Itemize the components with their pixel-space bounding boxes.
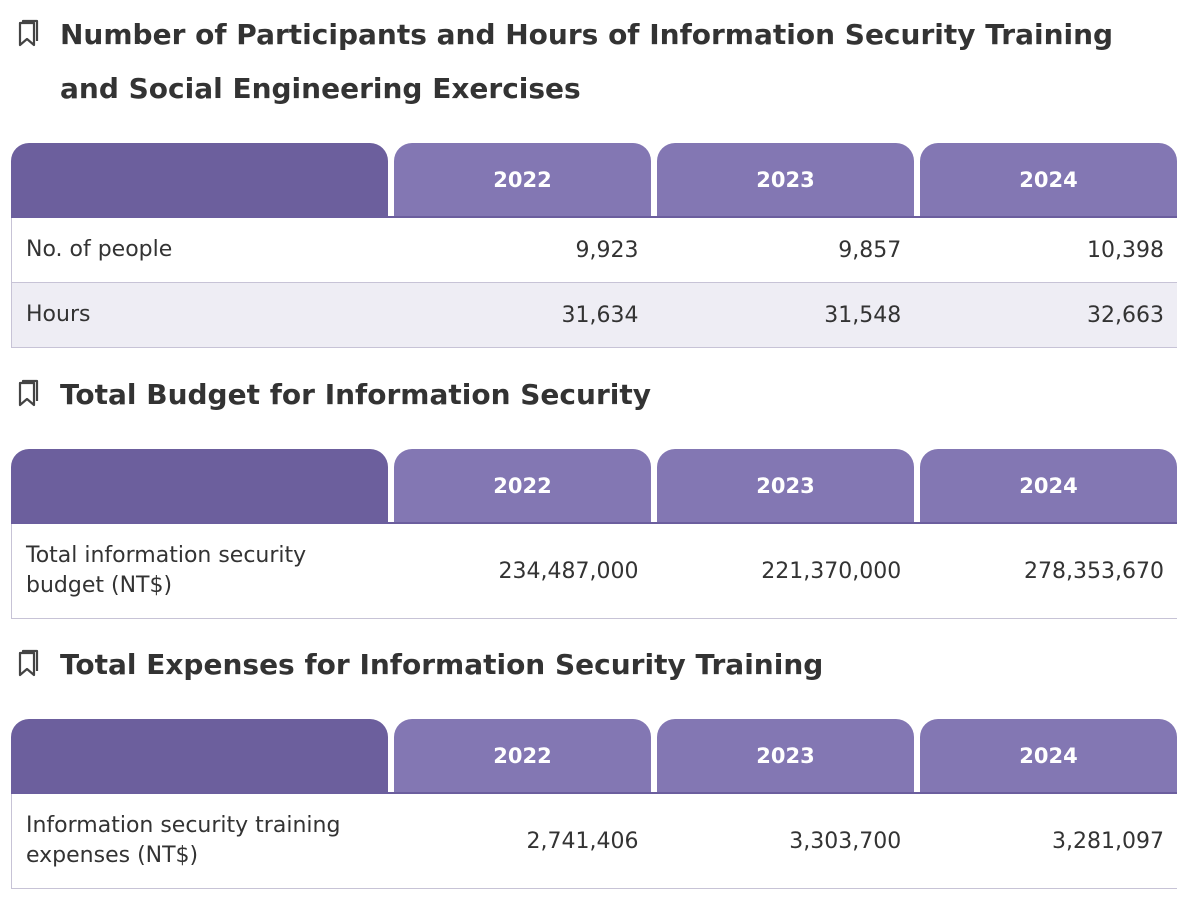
section-heading: Total Budget for Information Security (60, 378, 651, 411)
cell-value: 9,857 (838, 237, 902, 263)
cell-value: 31,634 (561, 302, 639, 328)
header-year-2023: 2023 (657, 719, 914, 792)
cell-value: 9,923 (575, 237, 639, 263)
row-label: Hours (26, 302, 91, 327)
cell-value: 10,398 (1087, 237, 1165, 263)
header-corner-cell (11, 719, 388, 792)
budget-table: 2022 2023 2024 Total information securit… (11, 449, 1177, 619)
header-year-2024: 2024 (920, 143, 1177, 216)
header-year-2023: 2023 (657, 143, 914, 216)
cell-value: 2,741,406 (526, 828, 639, 854)
section-title-budget: Total Budget for Information Security (16, 368, 1180, 422)
section-heading: Number of Participants and Hours of Info… (60, 18, 1114, 105)
bookmark-icon (18, 649, 39, 677)
participants-table: 2022 2023 2024 No. of people 9,923 9,857… (11, 143, 1177, 348)
bookmark-icon (18, 19, 39, 47)
cell-value: 3,303,700 (789, 828, 902, 854)
header-year-2023: 2023 (657, 449, 914, 522)
row-label: Total information security budget (NT$) (26, 543, 307, 598)
header-year-2022: 2022 (394, 449, 651, 522)
table-row: No. of people 9,923 9,857 10,398 (11, 218, 1177, 283)
header-year-2024: 2024 (920, 449, 1177, 522)
cell-value: 32,663 (1087, 302, 1165, 328)
cell-value: 278,353,670 (1024, 558, 1165, 584)
table-row: Information security training expenses (… (11, 794, 1177, 889)
table-header: 2022 2023 2024 (11, 719, 1177, 794)
header-corner-cell (11, 143, 388, 216)
header-year-2024: 2024 (920, 719, 1177, 792)
table-row: Hours 31,634 31,548 32,663 (11, 283, 1177, 348)
header-year-2022: 2022 (394, 143, 651, 216)
header-corner-cell (11, 449, 388, 522)
cell-value: 221,370,000 (761, 558, 902, 584)
bookmark-icon (18, 379, 39, 407)
table-header: 2022 2023 2024 (11, 449, 1177, 524)
section-heading: Total Expenses for Information Security … (60, 648, 824, 681)
row-label: No. of people (26, 237, 173, 262)
section-title-participants: Number of Participants and Hours of Info… (16, 8, 1180, 116)
table-row: Total information security budget (NT$) … (11, 524, 1177, 619)
cell-value: 234,487,000 (498, 558, 639, 584)
header-year-2022: 2022 (394, 719, 651, 792)
table-header: 2022 2023 2024 (11, 143, 1177, 218)
cell-value: 3,281,097 (1052, 828, 1164, 854)
cell-value: 31,548 (824, 302, 902, 328)
training-expenses-table: 2022 2023 2024 Information security trai… (11, 719, 1177, 889)
row-label: Information security training expenses (… (26, 813, 341, 868)
section-title-training-expenses: Total Expenses for Information Security … (16, 638, 1180, 692)
